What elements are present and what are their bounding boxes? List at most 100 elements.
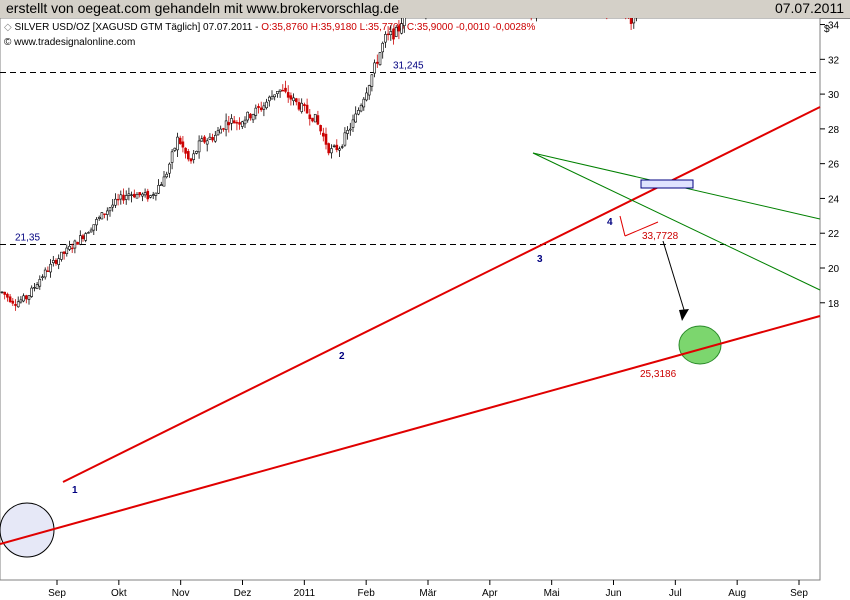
candle xyxy=(351,114,355,133)
candle xyxy=(27,295,31,305)
candle xyxy=(70,243,74,253)
candle xyxy=(278,89,282,98)
candle xyxy=(232,115,236,124)
candle xyxy=(386,26,390,41)
price-annotation-1: 33,7728 xyxy=(642,231,679,242)
candle xyxy=(381,41,385,59)
y-tick-label: 30 xyxy=(828,90,840,101)
candle xyxy=(24,294,28,304)
candle xyxy=(249,112,252,121)
candle xyxy=(173,147,177,153)
candle xyxy=(251,113,255,124)
candle xyxy=(378,51,382,66)
candle xyxy=(8,293,12,303)
candle xyxy=(257,103,260,114)
candle xyxy=(222,127,225,132)
candle xyxy=(235,120,239,131)
candle xyxy=(95,217,98,231)
candle xyxy=(170,149,174,170)
candle xyxy=(200,135,204,142)
candle xyxy=(343,127,347,147)
candle xyxy=(300,98,304,114)
candle xyxy=(160,181,163,186)
candle xyxy=(130,191,133,203)
candle xyxy=(392,28,395,45)
candle xyxy=(49,259,52,278)
candle xyxy=(294,97,298,106)
y-tick-label: 34 xyxy=(828,21,840,32)
lower-trend-line xyxy=(0,315,821,545)
candle xyxy=(216,127,220,136)
candle xyxy=(178,135,182,145)
info-line: ◇ SILVER USD/OZ [XAGUSD GTM Täglich] 07.… xyxy=(4,22,535,33)
candle xyxy=(60,251,63,262)
candle xyxy=(400,18,403,35)
level-label: 31,245 xyxy=(393,60,424,71)
candle xyxy=(335,139,339,153)
info-symbol: SILVER USD/OZ [XAGUSD GTM Täglich] 07.07… xyxy=(14,22,261,33)
short-trend-line xyxy=(624,221,659,237)
x-tick-label: Jul xyxy=(669,588,682,599)
y-tick-label: 28 xyxy=(828,125,840,136)
candle xyxy=(254,104,258,120)
price-annotation-2: 25,3186 xyxy=(640,369,677,380)
candle xyxy=(19,296,23,304)
candle xyxy=(384,31,387,48)
candle xyxy=(54,258,58,266)
candle xyxy=(238,117,241,130)
candle xyxy=(30,285,34,298)
candle xyxy=(97,215,101,221)
candle xyxy=(92,224,96,235)
candle xyxy=(103,213,106,219)
projection-arrow xyxy=(662,240,686,314)
y-tick-label: 18 xyxy=(828,299,840,310)
candle xyxy=(79,230,82,246)
candle xyxy=(276,91,279,98)
candle xyxy=(106,207,109,221)
y-tick-label: 24 xyxy=(828,194,840,205)
candle xyxy=(6,292,9,302)
candle xyxy=(219,125,222,134)
page-title: erstellt von oegeat.com gehandeln mit ww… xyxy=(6,0,399,16)
candle xyxy=(119,190,123,205)
x-tick-label: 2011 xyxy=(294,588,316,599)
candle xyxy=(340,144,344,150)
candle xyxy=(394,25,398,38)
candle xyxy=(297,98,301,112)
candle xyxy=(313,113,317,123)
candle xyxy=(319,124,322,135)
candle xyxy=(22,293,25,303)
candle xyxy=(348,122,352,136)
y-tick-label: 32 xyxy=(828,55,840,66)
x-tick-label: Nov xyxy=(172,588,190,599)
candle xyxy=(241,120,244,130)
silver-icon: ◇ xyxy=(4,22,14,33)
candle xyxy=(41,274,44,281)
header-date: 07.07.2011 xyxy=(774,0,844,16)
candle xyxy=(124,190,128,205)
candle xyxy=(195,150,198,155)
level-label: 21,35 xyxy=(15,233,40,244)
candle xyxy=(289,92,293,106)
candle xyxy=(270,90,274,100)
candle xyxy=(281,84,285,92)
candle xyxy=(308,108,312,126)
candle xyxy=(181,136,185,153)
candle xyxy=(114,193,117,209)
target-circle xyxy=(678,325,722,365)
candle xyxy=(227,115,231,133)
candle xyxy=(316,110,320,126)
candle xyxy=(122,188,125,204)
candle xyxy=(389,25,393,41)
candle xyxy=(230,114,233,131)
x-tick-label: Sep xyxy=(790,588,808,599)
candle xyxy=(197,135,201,159)
candle xyxy=(65,244,69,257)
candle xyxy=(11,298,15,306)
x-tick-label: Aug xyxy=(728,588,746,599)
candle xyxy=(87,231,90,234)
price-chart[interactable]: ◇ SILVER USD/OZ [XAGUSD GTM Täglich] 07.… xyxy=(0,18,850,600)
short-trend-line-2 xyxy=(619,215,626,237)
candle xyxy=(116,193,120,206)
